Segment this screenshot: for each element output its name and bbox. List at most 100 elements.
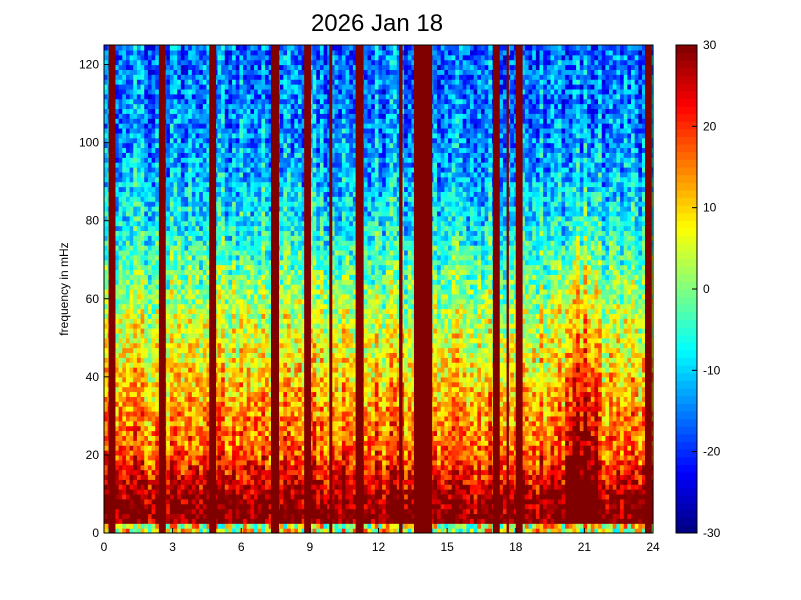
heatmap-cell <box>122 508 127 515</box>
heatmap-cell <box>265 279 270 285</box>
heatmap-cell <box>184 445 189 451</box>
heatmap-cell <box>283 279 288 285</box>
heatmap-cell <box>250 435 255 441</box>
heatmap-cell <box>140 425 145 432</box>
heatmap-cell <box>265 332 270 339</box>
heatmap-cell <box>254 503 259 510</box>
heatmap-cell <box>122 313 127 319</box>
heatmap-cell <box>250 157 255 163</box>
heatmap-cell <box>279 254 284 261</box>
heatmap-cell <box>136 152 142 158</box>
heatmap-cell <box>279 435 284 441</box>
heatmap-cell <box>173 303 178 310</box>
heatmap-cell <box>118 381 123 388</box>
heatmap-cell <box>104 518 109 524</box>
heatmap-cell <box>147 274 153 280</box>
heatmap-cell <box>243 381 248 388</box>
heatmap-cell <box>184 45 189 51</box>
heatmap-cell <box>144 171 149 178</box>
heatmap-cell <box>257 103 262 110</box>
heatmap-cell <box>114 396 120 402</box>
heatmap-cell <box>250 79 255 85</box>
heatmap-cell <box>169 284 175 290</box>
heatmap-cell <box>118 479 123 485</box>
heatmap-cell <box>133 269 138 275</box>
heatmap-cell <box>191 274 197 280</box>
heatmap-cell <box>224 98 230 105</box>
heatmap-cell <box>217 513 222 519</box>
heatmap-cell <box>246 181 251 188</box>
heatmap-cell <box>206 528 211 534</box>
heatmap-cell <box>257 469 262 476</box>
heatmap-cell <box>177 303 182 310</box>
heatmap-cell <box>191 308 197 314</box>
heatmap-cell <box>114 425 120 432</box>
heatmap-cell <box>184 396 189 402</box>
heatmap-cell <box>155 69 160 75</box>
heatmap-cell <box>224 342 230 349</box>
heatmap-cell <box>177 435 182 441</box>
heatmap-cell <box>268 220 273 227</box>
heatmap-cell <box>169 98 175 105</box>
heatmap-cell <box>202 249 208 256</box>
heatmap-cell <box>268 210 273 217</box>
heatmap-cell <box>166 245 171 251</box>
heatmap-cell <box>228 435 233 441</box>
heatmap-cell <box>283 401 288 407</box>
heatmap-cell <box>202 469 208 476</box>
heatmap-cell <box>166 259 171 266</box>
heatmap-cell <box>144 79 149 85</box>
heatmap-cell <box>228 210 233 217</box>
heatmap-cell <box>136 206 142 212</box>
heatmap-cell <box>125 64 131 70</box>
heatmap-cell <box>228 386 233 393</box>
heatmap-cell <box>228 342 233 349</box>
heatmap-cell <box>140 440 145 446</box>
heatmap-cell <box>195 371 200 378</box>
heatmap-cell <box>191 498 197 505</box>
heatmap-cell <box>180 49 186 56</box>
heatmap-cell <box>239 479 244 485</box>
heatmap-cell <box>250 308 255 314</box>
heatmap-cell <box>177 113 182 119</box>
heatmap-cell <box>221 142 226 149</box>
heatmap-cell <box>166 254 171 261</box>
heatmap-cell <box>224 411 230 417</box>
heatmap-cell <box>235 245 241 251</box>
heatmap-cell <box>268 298 273 305</box>
heatmap-cell <box>246 274 251 280</box>
heatmap-cell <box>243 367 248 373</box>
heatmap-cell <box>224 323 230 329</box>
heatmap-cell <box>224 352 230 358</box>
heatmap-cell <box>114 386 120 393</box>
heatmap-cell <box>254 513 259 519</box>
heatmap-cell <box>239 196 244 202</box>
heatmap-cell <box>228 74 233 80</box>
heatmap-cell <box>125 523 131 529</box>
heatmap-cell <box>268 249 273 256</box>
heatmap-cell <box>239 98 244 105</box>
heatmap-cell <box>144 386 149 393</box>
heatmap-cell <box>129 523 134 529</box>
heatmap-cell <box>122 518 127 524</box>
heatmap-cell <box>261 74 266 80</box>
heatmap-cell <box>129 367 134 373</box>
heatmap-cell <box>228 157 233 163</box>
heatmap-cell <box>114 367 120 373</box>
heatmap-cell <box>144 459 149 466</box>
heatmap-cell <box>136 210 142 217</box>
heatmap-cell <box>265 220 270 227</box>
heatmap-cell <box>199 430 204 436</box>
heatmap-cell <box>151 493 156 500</box>
heatmap-cell <box>279 396 284 402</box>
heatmap-cell <box>177 493 182 500</box>
heatmap-cell <box>122 225 127 232</box>
heatmap-cell <box>250 293 255 300</box>
heatmap-cell <box>283 249 288 256</box>
heatmap-cell <box>206 513 211 519</box>
heatmap-cell <box>206 313 211 319</box>
heatmap-cell <box>188 425 193 432</box>
heatmap-cell <box>232 454 237 461</box>
heatmap-cell <box>173 132 178 139</box>
heatmap-cell <box>195 84 200 90</box>
